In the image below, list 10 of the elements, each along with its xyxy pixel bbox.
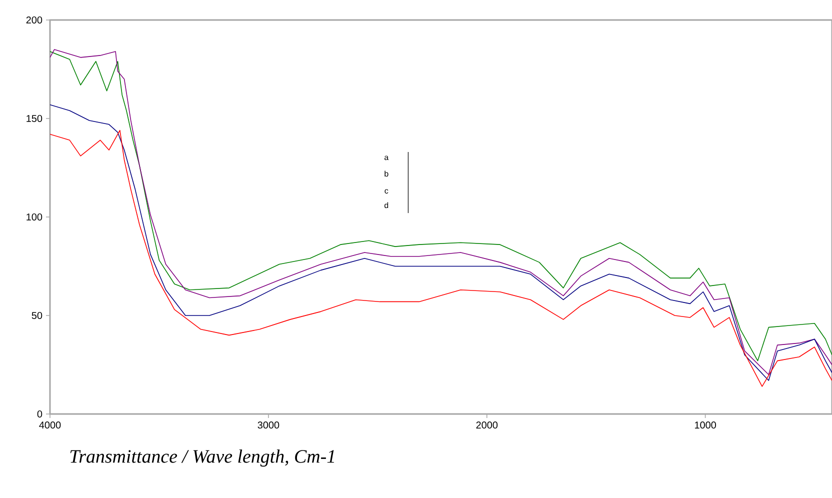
- y-tick-label: 150: [26, 114, 42, 122]
- y-tick-label: 50: [32, 312, 42, 320]
- x-tick-label: 1000: [694, 422, 716, 429]
- x-axis-title: Transmittance / Wave length, Cm-1: [70, 450, 334, 467]
- x-tick-label: 3000: [258, 422, 280, 429]
- y-tick-label: 200: [26, 16, 42, 24]
- x-tick-label: 2000: [476, 422, 498, 429]
- y-tick-label: 100: [26, 213, 42, 221]
- y-tick-label: 0: [37, 410, 42, 418]
- x-tick-label: 4000: [39, 422, 61, 429]
